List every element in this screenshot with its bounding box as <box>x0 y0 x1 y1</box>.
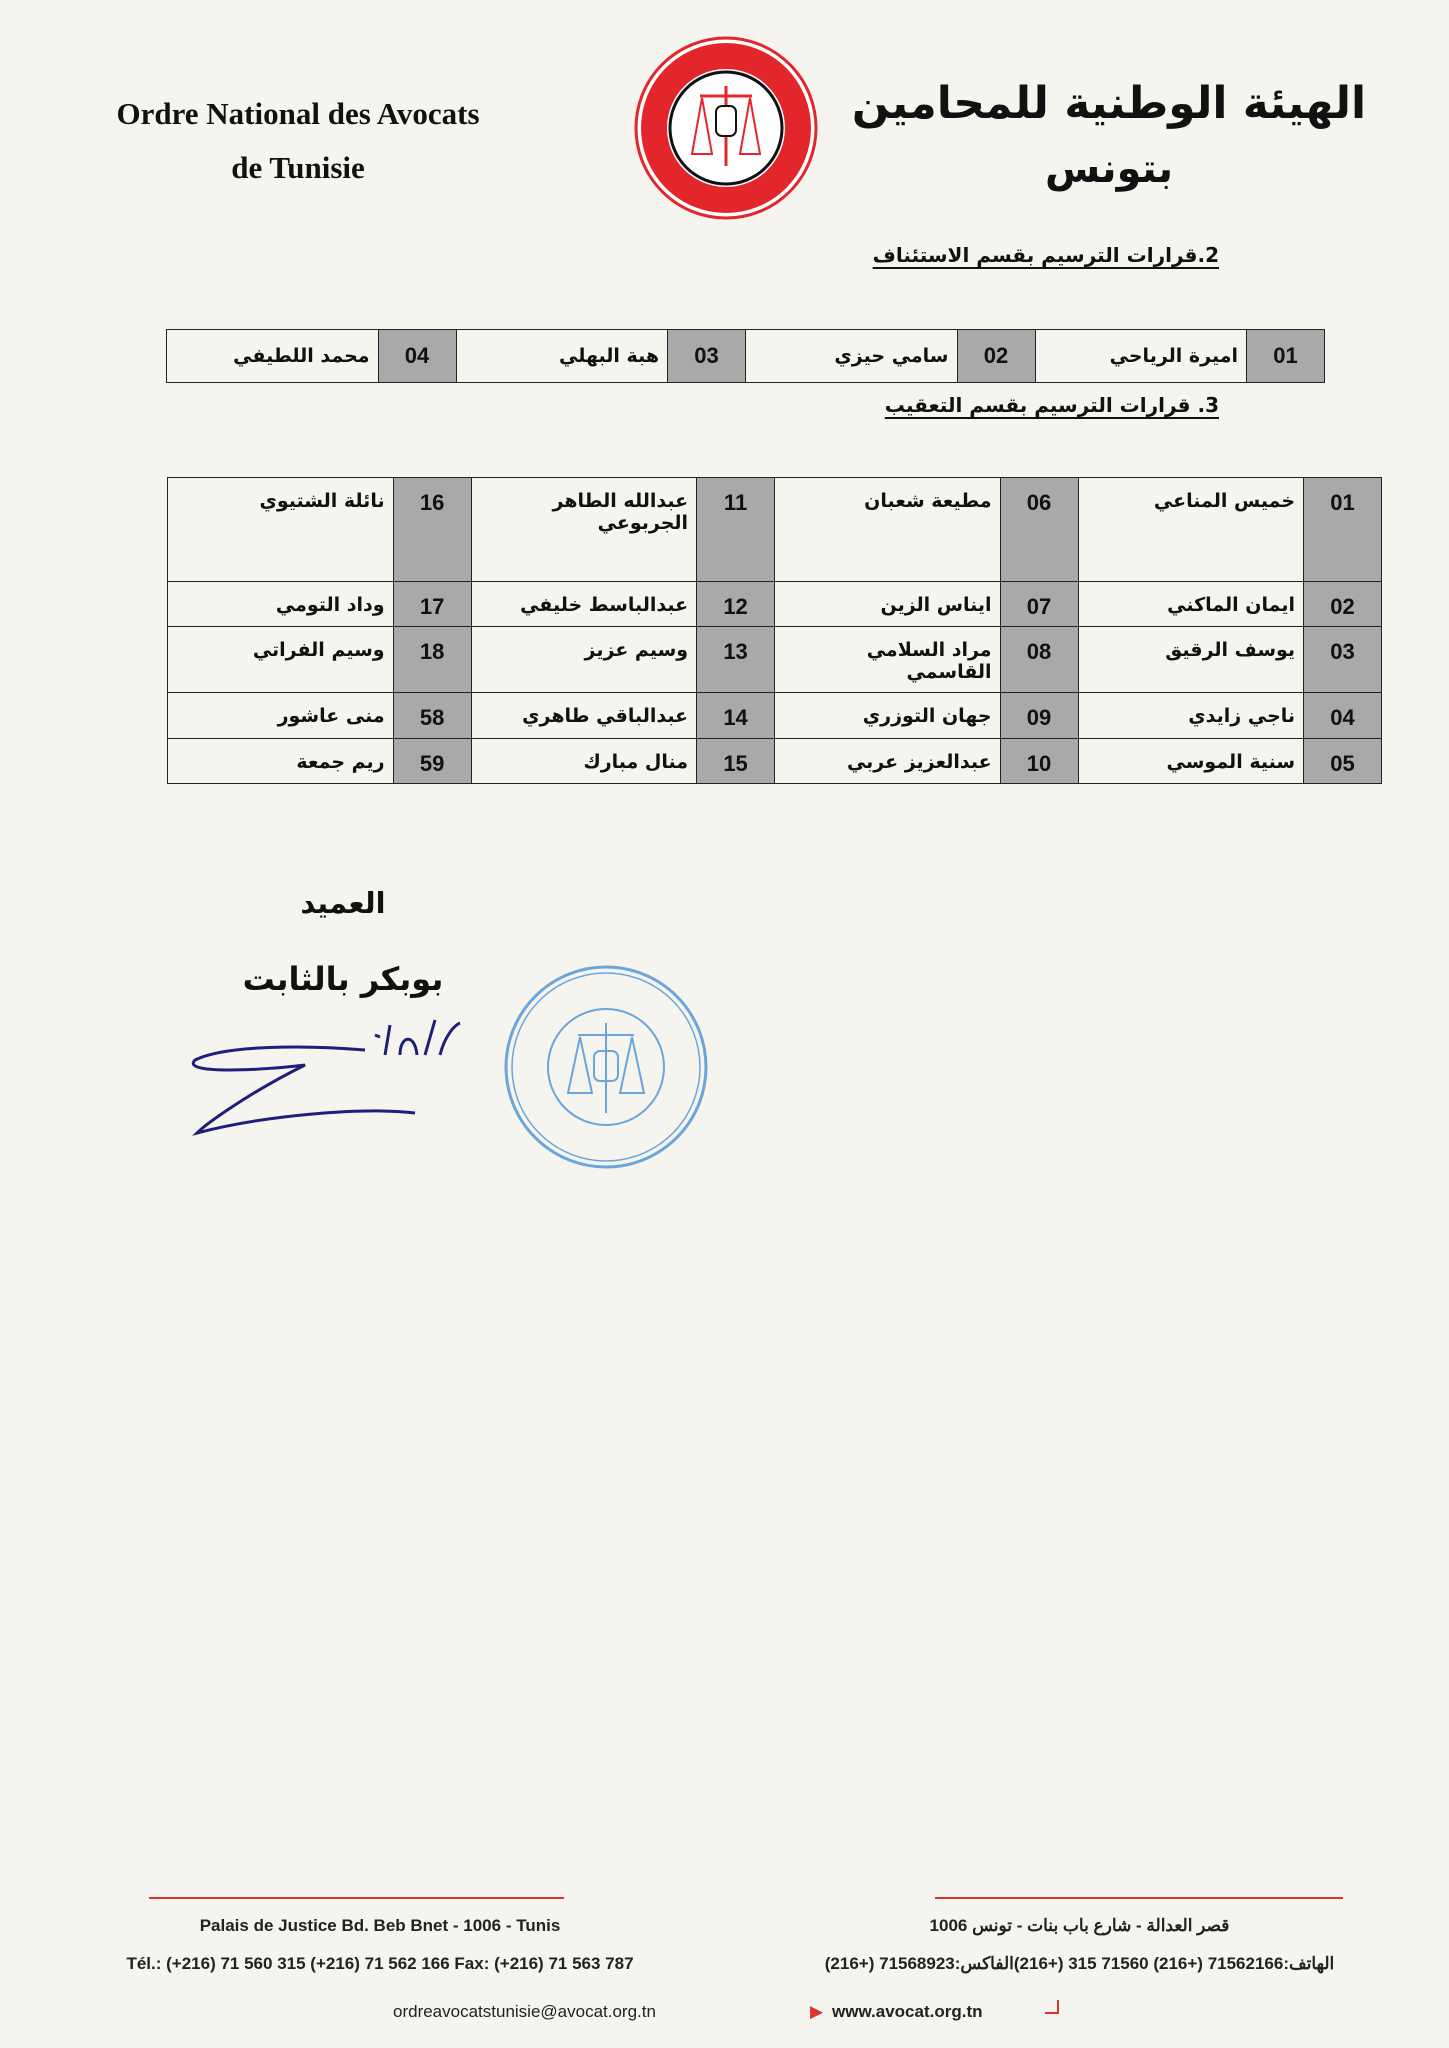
footer-phone-arabic: الهاتف:71562166 (+216) 71560 315 (+216)ا… <box>824 1954 1335 1973</box>
entry-number: 02 <box>1303 580 1382 628</box>
entry-number: 17 <box>392 580 472 628</box>
section3-heading: 3. قرارات الترسيم بقسم التعقيب <box>884 393 1219 417</box>
lawyer-name: مراد السلامي القاسمي <box>774 626 1001 694</box>
lawyer-name: عبدالعزيز عربي <box>774 737 1001 785</box>
footer-divider-right <box>935 1897 1343 1899</box>
lawyer-name: وسيم عزيز <box>470 626 698 694</box>
lawyer-name: ناجي زايدي <box>1077 692 1305 739</box>
footer-email[interactable]: ordreavocatstunisie@avocat.org.tn <box>393 2002 656 2021</box>
footer-address-arabic: قصر العدالة - شارع باب بنات - تونس 1006 <box>929 1916 1230 1935</box>
lawyer-name: محمد اللطيفي <box>166 329 379 383</box>
lawyer-name: اميرة الرياحي <box>1034 329 1247 383</box>
entry-number: 12 <box>696 580 776 628</box>
table-row: 01 اميرة الرياحي 02 سامي حيزي 03 هبة البهلي 04… <box>166 329 1326 383</box>
entry-number: 15 <box>696 737 776 785</box>
footer-divider-left <box>149 1897 564 1899</box>
entry-number: 11 <box>696 477 776 582</box>
entry-number: 05 <box>1303 737 1382 785</box>
footer-phone-french: Tél.: (+216) 71 560 315 (+216) 71 562 16… <box>126 1954 634 1973</box>
lawyer-name: ريم جمعة <box>167 737 394 785</box>
dean-title: العميد <box>300 886 386 920</box>
lawyer-name: مطيعة شعبان <box>774 477 1001 582</box>
lawyer-name: جهان التوزري <box>774 692 1001 739</box>
entry-number: 18 <box>392 626 472 694</box>
entry-number: 58 <box>392 692 472 739</box>
appeal-section-table: 01 اميرة الرياحي 02 سامي حيزي 03 هبة البهلي 04… <box>166 329 1326 383</box>
lawyer-name: عبدالباسط خليفي <box>470 580 698 628</box>
entry-number: 06 <box>999 477 1079 582</box>
lawyer-name: نائلة الشتيوي <box>167 477 394 582</box>
entry-number: 13 <box>696 626 776 694</box>
entry-number: 07 <box>999 580 1079 628</box>
footer-website[interactable]: www.avocat.org.tn <box>832 2002 983 2021</box>
lawyer-name: ايناس الزين <box>774 580 1001 628</box>
footer-address-french: Palais de Justice Bd. Beb Bnet - 1006 - … <box>199 1916 561 1935</box>
entry-number: 02 <box>956 329 1036 383</box>
cassation-section-table: 01 خميس المناعي 06 مطيعة شعبان 11 عبدالله الط… <box>167 477 1382 785</box>
corner-mark-icon <box>1045 2000 1059 2014</box>
lawyer-name: هبة البهلي <box>455 329 669 383</box>
entry-number: 03 <box>1303 626 1382 694</box>
entry-number: 03 <box>667 329 747 383</box>
entry-number: 01 <box>1303 477 1382 582</box>
dean-name: بوبكر بالثابت <box>242 960 444 998</box>
lawyer-name: يوسف الرقيق <box>1077 626 1305 694</box>
entry-number: 10 <box>999 737 1079 785</box>
table-row: 02 ايمان الماكني 07 ايناس الزين 12 عبدالباسط … <box>167 580 1382 628</box>
table-row: 03 يوسف الرقيق 08 مراد السلامي القاسمي 13 وسي… <box>167 626 1382 694</box>
lawyer-name: سامي حيزي <box>745 329 958 383</box>
lawyer-name: سنية الموسي <box>1077 737 1305 785</box>
entry-number: 16 <box>392 477 472 582</box>
lawyer-name: وسيم الفراتي <box>167 626 394 694</box>
entry-number: 01 <box>1245 329 1326 383</box>
entry-number: 08 <box>999 626 1079 694</box>
table-row: 01 خميس المناعي 06 مطيعة شعبان 11 عبدالله الط… <box>167 477 1382 582</box>
entry-number: 09 <box>999 692 1079 739</box>
org-name-arabic-line1: الهيئة الوطنية للمحامين <box>851 78 1367 129</box>
org-name-french-line1: Ordre National des Avocats <box>116 96 480 131</box>
lawyer-name: منال مبارك <box>470 737 698 785</box>
entry-number: 59 <box>392 737 472 785</box>
entry-number: 04 <box>377 329 457 383</box>
lawyer-name: وداد التومي <box>167 580 394 628</box>
table-row: 04 ناجي زايدي 09 جهان التوزري 14 عبدالباقي طا… <box>167 692 1382 739</box>
arrow-icon: ▶ <box>810 2002 824 2022</box>
table-row: 05 سنية الموسي 10 عبدالعزيز عربي 15 منال مبار… <box>167 737 1382 785</box>
entry-number: 14 <box>696 692 776 739</box>
handwritten-signature <box>191 1019 461 1136</box>
lawyer-name: خميس المناعي <box>1077 477 1305 582</box>
lawyer-name: عبدالله الطاهر الجربوعي <box>470 477 698 582</box>
entry-number: 04 <box>1303 692 1382 739</box>
org-name-french-line2: de Tunisie <box>231 150 365 185</box>
bar-association-logo <box>634 36 818 220</box>
lawyer-name: ايمان الماكني <box>1077 580 1305 628</box>
org-name-arabic-line2: بتونس <box>1045 146 1173 192</box>
section2-heading: 2.قرارات الترسيم بقسم الاستئناف <box>872 243 1219 267</box>
official-stamp <box>504 965 708 1169</box>
lawyer-name: عبدالباقي طاهري <box>470 692 698 739</box>
lawyer-name: منى عاشور <box>167 692 394 739</box>
